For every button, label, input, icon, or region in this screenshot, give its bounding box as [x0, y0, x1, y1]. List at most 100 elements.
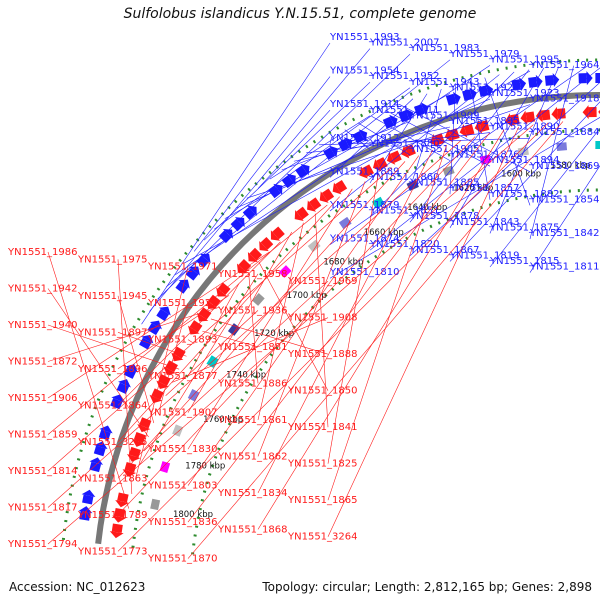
- forward-gene-arrow: [78, 506, 93, 521]
- kbp-tick-label: 1800 kbp: [173, 510, 213, 520]
- feature-box: [517, 146, 529, 157]
- reverse-gene-arrow: [294, 206, 309, 222]
- forward-gene-label: YN1551_1943: [409, 77, 480, 88]
- forward-gene-label: YN1551_1912: [329, 133, 400, 144]
- reverse-gene-label: YN1551_1969: [287, 276, 358, 287]
- reverse-leader-line: [117, 241, 281, 406]
- forward-gene-arrow: [116, 379, 131, 394]
- reverse-gene-label: YN1551_1942: [7, 284, 78, 295]
- forward-leader-line: [344, 129, 371, 150]
- forward-gene-arrow: [81, 489, 96, 505]
- reverse-leader-line: [143, 280, 329, 452]
- forward-leader-line: [385, 109, 491, 167]
- forward-gene-arrow: [511, 77, 527, 92]
- reverse-leader-line: [248, 272, 259, 384]
- reverse-leader-line: [210, 318, 329, 355]
- reverse-gene-arrow: [307, 197, 322, 212]
- topology-label: Topology: circular; Length: 2,812,165 bp…: [262, 580, 592, 594]
- forward-gene-arrow: [98, 425, 113, 441]
- reverse-gene-label: YN1551_1836: [147, 517, 218, 528]
- reverse-leader-line: [187, 121, 564, 559]
- feature-box: [556, 142, 568, 152]
- forward-leader-line: [398, 103, 531, 173]
- forward-gene-label: YN1551_1895: [449, 116, 520, 127]
- reverse-gene-label: YN1551_1830: [147, 444, 218, 455]
- reverse-leader-line: [257, 129, 505, 530]
- reverse-gene-label: YN1551_1908: [287, 313, 358, 324]
- reverse-gene-label: YN1551_1896: [77, 364, 148, 375]
- forward-gene-arrow: [595, 72, 600, 84]
- reverse-leader-line: [314, 213, 329, 428]
- kbp-tick-label: 1600 kbp: [501, 169, 541, 179]
- reverse-leader-line: [187, 231, 293, 413]
- reverse-leader-line: [258, 262, 329, 391]
- reverse-leader-line: [117, 122, 549, 552]
- forward-gene-label: YN1551_1914: [329, 99, 400, 110]
- accession-label: Accession: NC_012623: [9, 580, 146, 594]
- forward-gene-label: YN1551_1880: [369, 138, 440, 149]
- reverse-leader-line: [47, 306, 220, 362]
- reverse-gene-label: YN1551_3265: [77, 437, 148, 448]
- feature-box: [252, 293, 265, 306]
- forward-gene-arrow: [281, 173, 296, 189]
- kbp-tick-label: 1660 kbp: [364, 228, 404, 238]
- forward-gene-arrow: [230, 217, 245, 232]
- reverse-leader-line: [47, 251, 130, 509]
- forward-leader-line: [184, 70, 531, 264]
- gene-labels: YN1551_1993YN1551_2007YN1551_1983YN1551_…: [7, 32, 600, 565]
- reverse-gene-arrow: [137, 417, 152, 433]
- forward-gene-arrow: [544, 73, 560, 88]
- reverse-gene-label: YN1551_1877: [147, 371, 218, 382]
- reverse-leader-line: [117, 161, 406, 479]
- forward-gene-label: YN1551_1857: [449, 183, 520, 194]
- reverse-gene-label: YN1551_1927: [147, 298, 218, 309]
- reverse-leader-line: [117, 136, 476, 516]
- forward-gene-label: YN1551_1869: [529, 161, 600, 172]
- forward-leader-line: [281, 121, 411, 171]
- forward-gene-arrow: [242, 205, 257, 220]
- reverse-gene-arrow: [270, 226, 285, 241]
- forward-leader-line: [329, 137, 333, 144]
- reverse-gene-arrow: [319, 188, 335, 203]
- forward-leader-line: [257, 109, 331, 189]
- reverse-gene-arrow: [247, 247, 263, 262]
- forward-gene-label: YN1551_1854: [529, 194, 600, 205]
- feature-tracks: [61, 58, 600, 555]
- forward-leader-line: [489, 66, 560, 234]
- forward-leader-line: [357, 122, 411, 156]
- reverse-gene-label: YN1551_1958: [217, 269, 288, 280]
- forward-gene-label: YN1551_1860: [369, 172, 440, 183]
- reverse-gene-arrow: [520, 110, 536, 125]
- kbp-tick-label: 1680 kbp: [323, 257, 363, 267]
- kbp-tick-label: 1640 kbp: [407, 203, 447, 213]
- forward-leader-line: [203, 81, 371, 241]
- forward-leader-line: [449, 67, 545, 228]
- forward-gene-label: YN1551_1979: [449, 49, 520, 60]
- forward-leader-line: [329, 98, 414, 178]
- reverse-leader-line: [187, 188, 353, 450]
- reverse-leader-line: [117, 259, 133, 495]
- reverse-leader-line: [47, 140, 462, 508]
- reverse-gene-arrow: [236, 259, 252, 274]
- reverse-gene-label: YN1551_1906: [7, 393, 78, 404]
- reverse-gene-label: YN1551_1897: [77, 327, 148, 338]
- reverse-gene-label: YN1551_1834: [217, 488, 288, 499]
- forward-gene-label: YN1551_1894: [489, 155, 560, 166]
- reverse-gene-label: YN1551_1794: [7, 539, 78, 550]
- reverse-leader-line: [47, 204, 328, 435]
- reverse-gene-arrow: [582, 105, 597, 120]
- forward-gene-label: YN1551_1884: [529, 127, 600, 138]
- reverse-leader-line: [117, 196, 340, 443]
- feature-box: [595, 140, 600, 150]
- forward-gene-arrow: [123, 364, 138, 379]
- reverse-gene-arrow: [149, 388, 164, 404]
- forward-gene-label: YN1551_1875: [489, 222, 560, 233]
- forward-gene-label: YN1551_1909: [409, 110, 480, 121]
- forward-gene-label: YN1551_2007: [369, 38, 440, 49]
- reverse-leader-line: [187, 132, 490, 523]
- forward-gene-label: YN1551_1889: [329, 166, 400, 177]
- reverse-gene-arrow: [359, 164, 374, 179]
- reverse-gene-label: YN1551_1888: [287, 349, 358, 360]
- forward-gene-label: YN1551_1842: [529, 228, 600, 239]
